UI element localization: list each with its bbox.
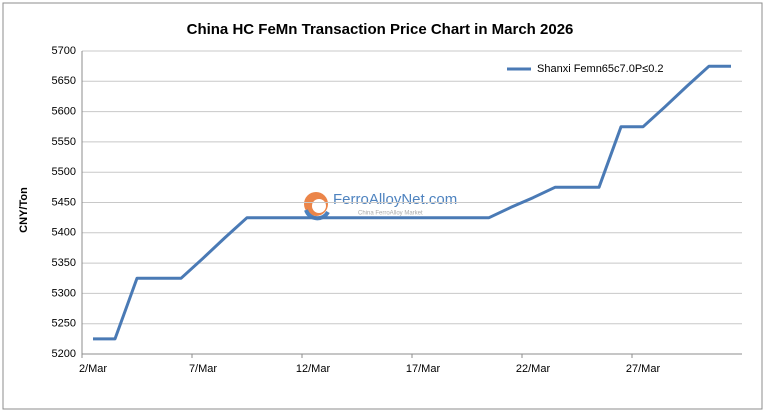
- x-tick-label: 27/Mar: [626, 363, 661, 375]
- y-tick-label: 5550: [52, 136, 76, 148]
- chart-title: China HC FeMn Transaction Price Chart in…: [187, 21, 574, 38]
- y-tick-label: 5700: [52, 45, 76, 57]
- y-tick-label: 5200: [52, 348, 76, 360]
- x-tick-label: 12/Mar: [296, 363, 331, 375]
- x-tick-label: 22/Mar: [516, 363, 551, 375]
- y-tick-label: 5250: [52, 318, 76, 330]
- y-tick-label: 5600: [52, 106, 76, 118]
- x-tick-label: 17/Mar: [406, 363, 441, 375]
- line-series: [93, 64, 731, 341]
- y-tick-label: 5400: [52, 227, 76, 239]
- watermark-logo-inner: [312, 199, 326, 213]
- y-tick-label: 5300: [52, 287, 76, 299]
- watermark: FerroAlloyNet.com China FerroAlloy Marke…: [304, 191, 457, 221]
- y-tick-label: 5500: [52, 166, 76, 178]
- y-tick-label: 5350: [52, 257, 76, 269]
- watermark-text: FerroAlloyNet.com: [333, 191, 457, 208]
- x-tick-label: 2/Mar: [79, 363, 107, 375]
- x-tick-label: 7/Mar: [189, 363, 217, 375]
- y-axis-label: CNY/Ton: [18, 187, 30, 233]
- watermark-subtext: China FerroAlloy Market: [358, 211, 423, 217]
- legend-label: Shanxi Femn65c7.0P≤0.2: [537, 63, 664, 75]
- y-tick-label: 5450: [52, 196, 76, 208]
- y-tick-label: 5650: [52, 75, 76, 87]
